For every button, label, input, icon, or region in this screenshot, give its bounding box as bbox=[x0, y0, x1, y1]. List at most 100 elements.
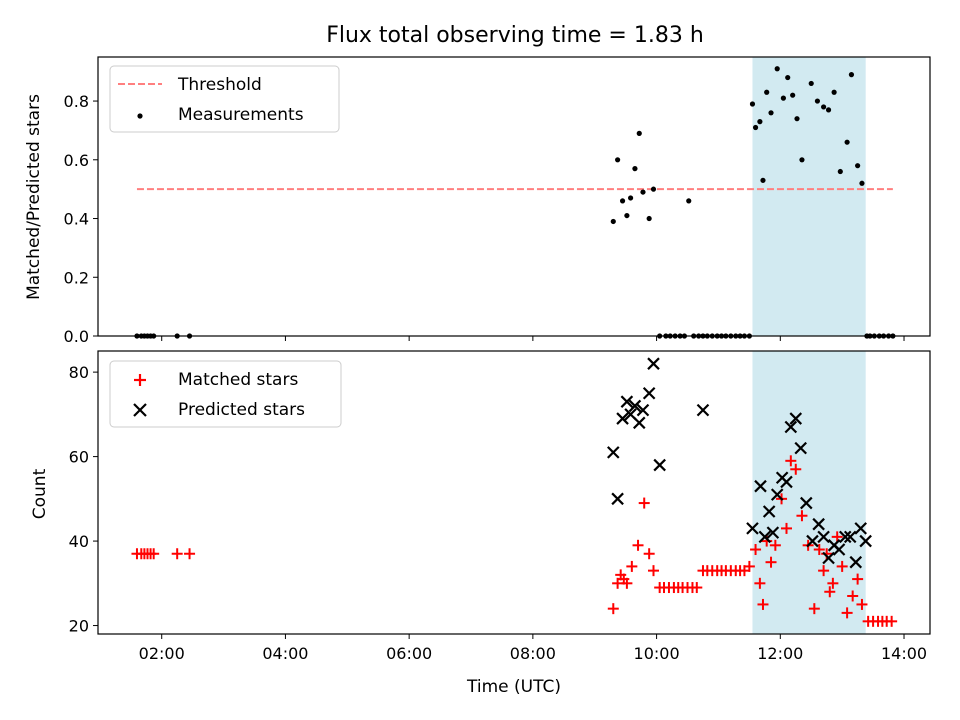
measurement-point bbox=[780, 95, 786, 101]
predicted-star-point bbox=[616, 412, 629, 425]
legend-measurements-label: Measurements bbox=[178, 105, 304, 125]
matched-star-point bbox=[847, 590, 859, 602]
y-tick-label: 40 bbox=[69, 532, 89, 551]
x-tick-label: 14:00 bbox=[881, 644, 927, 663]
measurement-point bbox=[624, 212, 630, 219]
predicted-star-point bbox=[766, 526, 780, 539]
measurement-point bbox=[837, 168, 843, 175]
matched-star-point bbox=[769, 539, 781, 551]
bottom-shaded-region bbox=[752, 351, 866, 634]
legend-threshold-label: Threshold bbox=[177, 75, 262, 95]
measurement-point bbox=[774, 66, 780, 72]
matched-star-point bbox=[836, 560, 848, 572]
x-tick-label: 06:00 bbox=[386, 644, 432, 663]
chart-title: Flux total observing time = 1.83 h bbox=[326, 23, 704, 48]
top-legend-box bbox=[109, 65, 340, 133]
legend-matched-swatch bbox=[134, 374, 146, 386]
predicted-star-point bbox=[620, 395, 634, 408]
predicted-star-point bbox=[832, 543, 846, 556]
matched-stars-series bbox=[131, 455, 898, 627]
measurement-point bbox=[794, 116, 800, 122]
measurement-point bbox=[646, 215, 652, 222]
y-tick-label: 0.6 bbox=[64, 151, 89, 170]
predicted-star-point bbox=[628, 399, 642, 413]
predicted-star-point bbox=[822, 551, 835, 565]
matched-star-point bbox=[841, 607, 853, 619]
predicted-star-point bbox=[794, 441, 807, 455]
legend-predicted-swatch bbox=[133, 403, 147, 417]
x-axis-label: Time (UTC) bbox=[466, 677, 561, 697]
measurement-point bbox=[808, 80, 814, 87]
measurement-point bbox=[844, 139, 850, 145]
x-tick-label: 04:00 bbox=[262, 644, 308, 663]
top-y-axis: 0.0 0.2 0.4 0.6 0.8 bbox=[64, 92, 98, 346]
predicted-star-point bbox=[754, 479, 767, 493]
matched-star-point bbox=[647, 565, 659, 577]
matched-star-point bbox=[607, 603, 619, 615]
bottom-y-axis: 20 40 60 80 bbox=[69, 363, 98, 636]
predicted-star-point bbox=[817, 530, 830, 544]
matched-star-point bbox=[612, 577, 624, 589]
y-tick-label: 0.0 bbox=[64, 327, 89, 346]
matched-star-point bbox=[780, 522, 792, 534]
measurement-point bbox=[785, 74, 791, 81]
measurement-point bbox=[825, 107, 832, 113]
measurement-point bbox=[749, 101, 756, 107]
measurement-point bbox=[686, 198, 692, 204]
measurement-point bbox=[799, 157, 805, 163]
matched-star-point bbox=[754, 577, 766, 589]
top-x-ticks bbox=[161, 336, 905, 341]
matched-star-point bbox=[790, 463, 802, 475]
measurement-point bbox=[615, 157, 621, 163]
matched-star-point bbox=[886, 615, 898, 627]
predicted-star-point bbox=[632, 416, 646, 430]
measurement-point bbox=[848, 72, 855, 78]
legend-matched-label: Matched stars bbox=[178, 370, 298, 390]
matched-star-point bbox=[818, 565, 830, 577]
top-shaded-region bbox=[752, 57, 866, 336]
top-legend: Threshold Measurements bbox=[109, 65, 340, 133]
top-plot-frame bbox=[97, 56, 931, 337]
matched-star-point bbox=[827, 577, 839, 589]
predicted-star-point bbox=[784, 420, 798, 434]
matched-star-point bbox=[148, 548, 160, 560]
bottom-legend-box bbox=[109, 360, 342, 428]
predicted-star-point bbox=[607, 446, 620, 459]
matched-star-point bbox=[750, 544, 762, 556]
measurement-point bbox=[760, 177, 766, 183]
predicted-star-point bbox=[843, 530, 857, 544]
matched-star-point bbox=[765, 556, 777, 568]
predicted-star-point bbox=[611, 492, 624, 506]
matched-star-point bbox=[824, 586, 836, 598]
matched-star-point bbox=[796, 510, 808, 522]
predicted-star-point bbox=[636, 403, 650, 417]
measurement-point bbox=[636, 130, 642, 136]
matched-star-point bbox=[743, 560, 755, 572]
bottom-x-axis: 02:00 04:00 06:00 08:00 10:00 12:00 14:00 bbox=[139, 634, 927, 663]
measurement-point bbox=[628, 195, 634, 201]
bottom-legend: Matched stars Predicted stars bbox=[109, 360, 342, 428]
legend-measurements-swatch bbox=[137, 113, 143, 119]
measurement-point bbox=[821, 104, 827, 110]
measurement-point bbox=[859, 180, 865, 186]
matched-star-point bbox=[184, 548, 196, 560]
y-tick-label: 0.2 bbox=[64, 268, 89, 287]
predicted-star-point bbox=[642, 386, 656, 400]
top-panel: 0.00.20.40.60.8 Matched/Predicted stars … bbox=[24, 56, 931, 346]
measurement-point bbox=[752, 124, 759, 131]
measurement-point bbox=[650, 186, 657, 192]
predicted-star-point bbox=[780, 475, 793, 489]
x-tick-label: 10:00 bbox=[634, 644, 680, 663]
measurement-point bbox=[632, 166, 638, 172]
y-tick-label: 0.8 bbox=[64, 92, 89, 111]
predicted-star-point bbox=[812, 517, 825, 531]
y-tick-label: 60 bbox=[69, 448, 89, 467]
matched-star-point bbox=[626, 560, 638, 572]
matched-star-point bbox=[643, 548, 655, 560]
matched-star-point bbox=[757, 598, 769, 610]
measurement-point bbox=[757, 119, 763, 125]
predicted-star-point bbox=[770, 488, 784, 501]
measurement-point bbox=[764, 89, 770, 95]
x-tick-label: 12:00 bbox=[757, 644, 803, 663]
